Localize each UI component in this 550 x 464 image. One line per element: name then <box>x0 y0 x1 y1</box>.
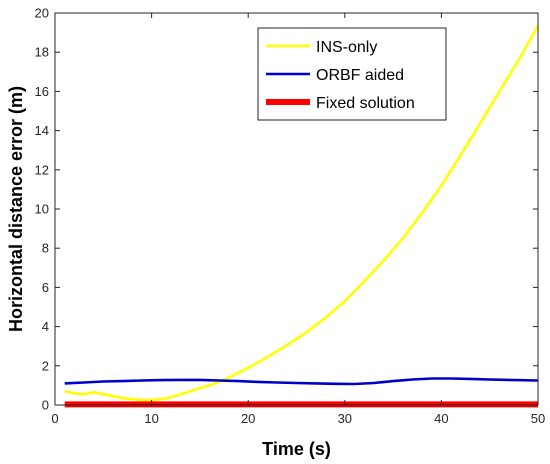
y-tick-label: 10 <box>35 202 49 217</box>
x-tick-label: 20 <box>241 411 255 426</box>
axes-group: 0 10 20 30 40 50 0 2 4 6 8 10 12 14 16 18 20 <box>35 6 546 427</box>
legend-label: ORBF aided <box>316 67 404 84</box>
x-tick-label: 40 <box>434 411 448 426</box>
y-tick-label: 8 <box>42 241 49 256</box>
x-tick-label: 50 <box>531 411 545 426</box>
x-tick-label: 10 <box>144 411 158 426</box>
y-tick-label: 2 <box>42 358 49 373</box>
y-tick-label: 6 <box>42 280 49 295</box>
y-axis-title: Horizontal distance error (m) <box>6 86 26 332</box>
y-tick-label: 14 <box>35 123 49 138</box>
legend: INS-only ORBF aided Fixed solution <box>257 27 447 121</box>
y-tick-label: 0 <box>42 398 49 413</box>
series-line-ins-only <box>64 25 540 402</box>
x-axis-title: Time (s) <box>262 439 331 459</box>
y-tick-label: 4 <box>42 319 49 334</box>
x-tick-label: 30 <box>338 411 352 426</box>
x-tick-label: 0 <box>51 411 58 426</box>
y-tick-label: 18 <box>35 45 49 60</box>
y-tick-label: 20 <box>35 6 49 21</box>
legend-label: Fixed solution <box>316 95 415 112</box>
y-tick-label: 16 <box>35 84 49 99</box>
series-group <box>64 25 540 408</box>
legend-label: INS-only <box>316 39 377 56</box>
y-tick-label: 12 <box>35 162 49 177</box>
series-line-orbf-aided <box>64 377 539 386</box>
